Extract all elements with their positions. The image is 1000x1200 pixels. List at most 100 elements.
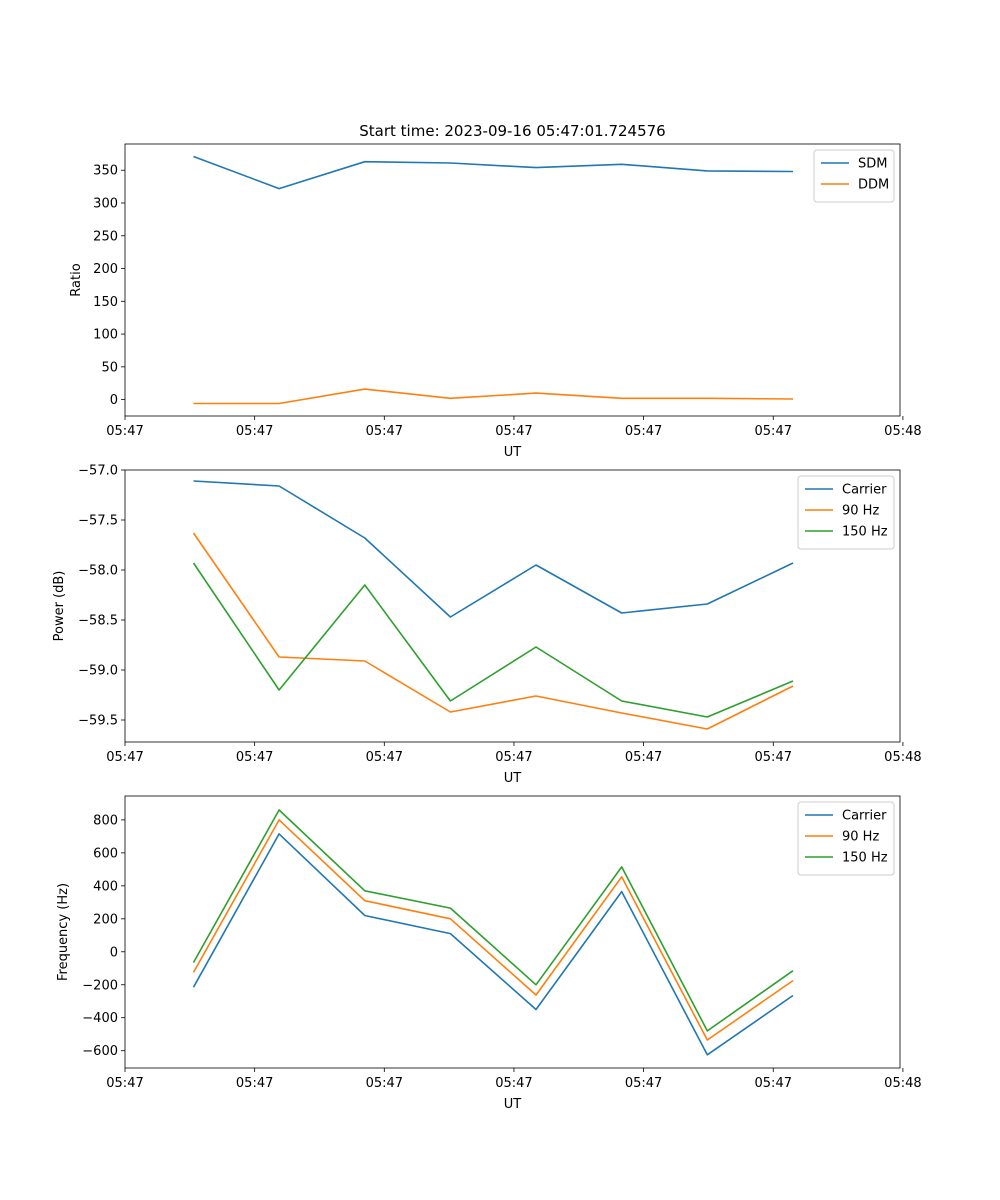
y-tick-label: −600 xyxy=(82,1044,118,1059)
legend-label-carrier: Carrier xyxy=(842,483,887,498)
data-point xyxy=(364,388,366,390)
series-line-90-hz xyxy=(192,532,794,730)
y-tick-label: 50 xyxy=(101,360,118,375)
data-point xyxy=(193,562,195,564)
x-tick-label: 05:47 xyxy=(106,750,143,765)
data-point xyxy=(535,994,537,996)
y-tick-label: −57.0 xyxy=(78,464,118,479)
y-tick-label: 150 xyxy=(93,295,118,310)
y-tick-label: −59.5 xyxy=(78,714,118,729)
data-point xyxy=(278,809,280,811)
series-line-150-hz xyxy=(192,562,794,718)
data-point xyxy=(364,161,366,163)
data-point xyxy=(450,162,452,164)
y-axis-label: Power (dB) xyxy=(52,571,67,642)
x-tick-label: 05:47 xyxy=(236,424,273,439)
y-tick-label: 100 xyxy=(93,328,118,343)
data-point xyxy=(278,656,280,658)
data-point xyxy=(278,403,280,405)
legend: Carrier 90 Hz 150 Hz xyxy=(797,801,895,876)
y-tick-label: 400 xyxy=(93,879,118,894)
x-tick-label: 05:47 xyxy=(495,424,532,439)
y-tick-label: 0 xyxy=(110,393,118,408)
x-tick-label: 05:47 xyxy=(366,750,403,765)
x-tick-label: 05:47 xyxy=(755,1076,792,1091)
axes-frame xyxy=(124,795,901,1069)
data-point xyxy=(278,689,280,691)
x-tick-label: 05:47 xyxy=(106,1076,143,1091)
data-point xyxy=(792,171,794,173)
data-point xyxy=(450,933,452,935)
data-point xyxy=(535,646,537,648)
data-point xyxy=(535,564,537,566)
data-point xyxy=(535,984,537,986)
data-point xyxy=(193,480,195,482)
x-tick-label: 05:48 xyxy=(884,424,921,439)
data-point xyxy=(792,398,794,400)
data-point xyxy=(278,819,280,821)
x-tick-label: 05:47 xyxy=(755,750,792,765)
x-tick-label: 05:47 xyxy=(755,424,792,439)
x-axis-label: UT xyxy=(504,771,522,786)
series-line-carrier xyxy=(192,833,794,1056)
data-point xyxy=(792,685,794,687)
legend-label-90-hz: 90 Hz xyxy=(842,830,879,845)
data-point xyxy=(707,1039,709,1041)
data-point xyxy=(621,398,623,400)
y-tick-label: −58.5 xyxy=(78,614,118,629)
axes-frame xyxy=(124,469,901,743)
x-tick-label: 05:47 xyxy=(625,1076,662,1091)
data-point xyxy=(450,700,452,702)
subplot-frequency: 05:47 05:47 05:47 05:47 05:47 05:47 05:48 −600 −… xyxy=(56,795,922,1112)
x-tick-label: 05:47 xyxy=(236,750,273,765)
y-tick-label: 300 xyxy=(93,196,118,211)
x-tick-label: 05:47 xyxy=(366,1076,403,1091)
y-tick-label: 0 xyxy=(110,945,118,960)
data-point xyxy=(364,537,366,539)
data-point xyxy=(792,980,794,982)
data-point xyxy=(535,392,537,394)
data-point xyxy=(364,915,366,917)
legend-label-90-hz: 90 Hz xyxy=(842,504,879,519)
data-point xyxy=(535,695,537,697)
data-point xyxy=(278,485,280,487)
x-tick-label: 05:48 xyxy=(884,1076,921,1091)
y-tick-label: 200 xyxy=(93,262,118,277)
data-point xyxy=(450,918,452,920)
legend: SDM DDM xyxy=(813,149,895,203)
data-point xyxy=(707,728,709,730)
y-tick-label: −200 xyxy=(82,978,118,993)
series-line-carrier xyxy=(193,480,794,618)
y-tick-label: −59.0 xyxy=(78,664,118,679)
legend: Carrier 90 Hz 150 Hz xyxy=(797,475,895,550)
subplot-power: 05:47 05:47 05:47 05:47 05:47 05:47 05:48 −59.5… xyxy=(52,464,922,787)
x-tick-label: 05:47 xyxy=(366,424,403,439)
data-point xyxy=(707,1054,709,1056)
x-tick-label: 05:47 xyxy=(106,424,143,439)
data-point xyxy=(707,603,709,605)
chart-title: Start time: 2023-09-16 05:47:01.724576 xyxy=(359,122,665,140)
data-point xyxy=(792,995,794,997)
y-axis-label: Ratio xyxy=(69,263,84,296)
data-point xyxy=(193,403,195,405)
data-point xyxy=(621,612,623,614)
data-point xyxy=(278,833,280,835)
data-point xyxy=(792,680,794,682)
data-point xyxy=(364,890,366,892)
data-point xyxy=(193,986,195,988)
data-point xyxy=(621,164,623,166)
legend-label-sdm: SDM xyxy=(858,157,887,172)
y-tick-label: 250 xyxy=(93,229,118,244)
data-point xyxy=(792,970,794,972)
data-point xyxy=(364,660,366,662)
data-point xyxy=(450,616,452,618)
y-tick-label: 600 xyxy=(93,846,118,861)
data-point xyxy=(707,398,709,400)
x-axis-label: UT xyxy=(504,1097,522,1112)
y-axis-label: Frequency (Hz) xyxy=(56,883,71,981)
y-tick-label: 800 xyxy=(93,813,118,828)
data-point xyxy=(278,188,280,190)
x-tick-label: 05:47 xyxy=(236,1076,273,1091)
series-line-sdm xyxy=(193,155,794,190)
